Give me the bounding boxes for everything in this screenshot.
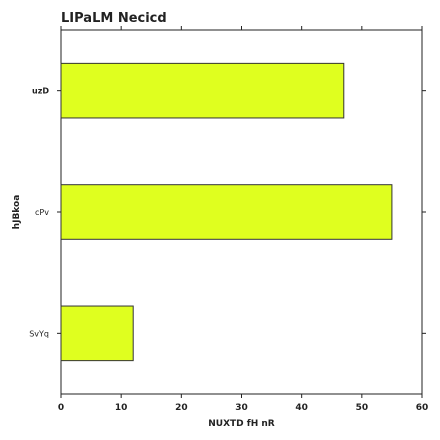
bar-cPv [60,184,393,240]
bars [60,62,393,362]
y-tick-label: cPv [35,208,49,217]
y-tick-label: SvYq [29,329,49,338]
x-tick-label: 50 [356,403,369,413]
y-ticks: uzD cPv SvYq [29,87,426,338]
x-ticks: 0 10 20 30 40 50 60 [58,26,428,413]
x-tick-label: 30 [235,403,248,413]
x-tick-label: 10 [115,403,128,413]
x-axis-label: NUXTD fH nR [208,419,275,429]
x-tick-label: 60 [416,403,429,413]
x-tick-label: 20 [175,403,188,413]
y-axis-label: hJBkoa [12,195,22,230]
chart-title: LIPaLM Necicd [61,11,167,26]
y-tick-label: uzD [32,87,49,96]
x-tick-label: 40 [295,403,308,413]
bar-uzD [60,62,345,119]
bar-SvYq [60,305,134,362]
x-tick-label: 0 [58,403,64,413]
